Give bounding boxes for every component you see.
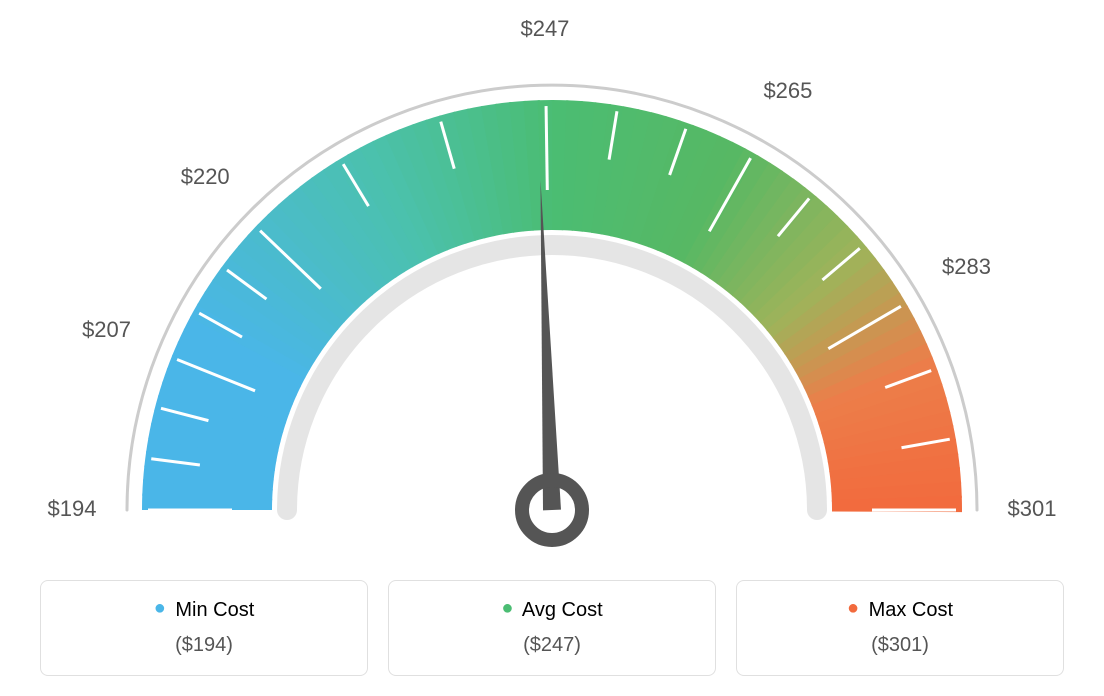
legend-row: ● Min Cost ($194) ● Avg Cost ($247) ● Ma… — [20, 580, 1084, 676]
gauge-svg: $194 $207 $220 $247 $265 $283 $301 — [20, 20, 1084, 560]
svg-text:$207: $207 — [82, 317, 131, 342]
legend-value-avg: ($247) — [399, 634, 705, 657]
svg-text:$301: $301 — [1008, 496, 1057, 521]
svg-text:$283: $283 — [942, 254, 991, 279]
legend-label-max: Max Cost — [869, 599, 953, 621]
legend-label-min: Min Cost — [175, 599, 254, 621]
svg-text:$220: $220 — [181, 164, 230, 189]
legend-value-max: ($301) — [747, 634, 1053, 657]
legend-title-min: ● Min Cost — [51, 599, 357, 622]
legend-value-min: ($194) — [51, 634, 357, 657]
legend-card-min: ● Min Cost ($194) — [40, 580, 368, 676]
legend-card-max: ● Max Cost ($301) — [736, 580, 1064, 676]
legend-label-avg: Avg Cost — [522, 599, 603, 621]
legend-title-avg: ● Avg Cost — [399, 599, 705, 622]
legend-dot-max: ● — [847, 597, 859, 619]
legend-title-max: ● Max Cost — [747, 599, 1053, 622]
legend-card-avg: ● Avg Cost ($247) — [388, 580, 716, 676]
svg-text:$265: $265 — [763, 78, 812, 103]
svg-text:$247: $247 — [520, 20, 569, 41]
legend-dot-min: ● — [154, 597, 166, 619]
svg-text:$194: $194 — [48, 496, 97, 521]
legend-dot-avg: ● — [501, 597, 513, 619]
cost-gauge-chart: $194 $207 $220 $247 $265 $283 $301 — [20, 20, 1084, 560]
